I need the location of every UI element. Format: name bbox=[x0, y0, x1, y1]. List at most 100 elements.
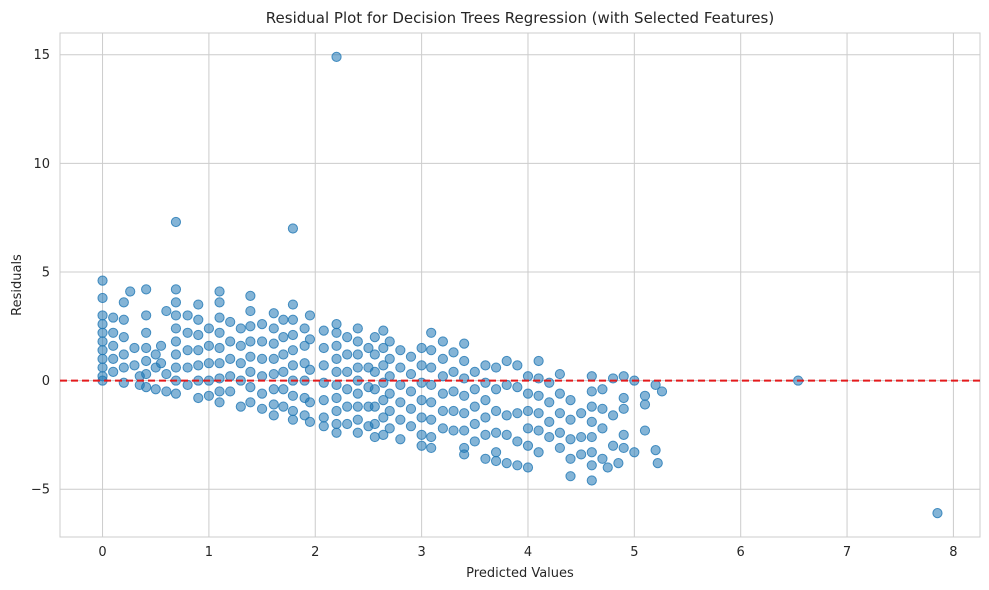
scatter-point bbox=[129, 342, 140, 354]
scatter-point bbox=[533, 390, 544, 401]
scatter-point bbox=[268, 399, 279, 410]
scatter-point bbox=[318, 342, 329, 354]
scatter-point bbox=[437, 388, 448, 399]
scatter-point bbox=[512, 360, 523, 371]
scatter-point bbox=[193, 345, 204, 356]
scatter-point bbox=[490, 455, 502, 467]
scatter-point bbox=[235, 358, 246, 369]
scatter-point bbox=[342, 384, 353, 395]
scatter-point bbox=[331, 51, 342, 62]
scatter-point bbox=[225, 336, 236, 347]
scatter-point bbox=[437, 405, 448, 417]
scatter-point bbox=[565, 395, 576, 406]
scatter-point bbox=[480, 412, 491, 423]
scatter-point bbox=[318, 421, 329, 432]
scatter-point bbox=[141, 342, 152, 354]
scatter-point bbox=[108, 327, 119, 338]
scatter-point bbox=[618, 403, 629, 414]
scatter-point bbox=[597, 384, 608, 395]
scatter-point bbox=[256, 319, 268, 330]
scatter-point bbox=[268, 308, 279, 319]
scatter-point bbox=[245, 336, 256, 347]
scatter-point bbox=[459, 408, 470, 419]
scatter-point bbox=[256, 388, 268, 399]
scatter-point bbox=[214, 312, 225, 323]
scatter-point bbox=[512, 460, 523, 471]
scatter-point bbox=[182, 327, 193, 338]
scatter-point bbox=[395, 379, 406, 391]
scatter-point bbox=[416, 377, 427, 388]
scatter-point bbox=[639, 399, 651, 410]
scatter-point bbox=[170, 362, 182, 373]
scatter-point bbox=[522, 440, 534, 451]
scatter-point bbox=[369, 401, 380, 412]
scatter-point bbox=[597, 423, 608, 434]
scatter-point bbox=[182, 379, 193, 391]
scatter-point bbox=[405, 403, 417, 414]
scatter-point bbox=[490, 405, 502, 417]
scatter-point bbox=[565, 434, 576, 445]
scatter-point bbox=[203, 390, 215, 401]
scatter-point bbox=[304, 334, 316, 345]
scatter-point bbox=[97, 362, 108, 373]
scatter-point bbox=[125, 286, 136, 297]
scatter-point bbox=[448, 386, 459, 397]
scatter-point bbox=[352, 414, 363, 425]
scatter-point bbox=[378, 412, 389, 423]
scatter-point bbox=[108, 312, 119, 323]
scatter-point bbox=[352, 401, 363, 412]
scatter-point bbox=[426, 397, 437, 408]
scatter-point bbox=[97, 319, 108, 330]
y-axis-label: Residuals bbox=[10, 254, 25, 316]
x-tick-label: 5 bbox=[630, 545, 638, 560]
scatter-point bbox=[214, 373, 225, 384]
y-tick-labels: −5 0 5 10 15 bbox=[31, 48, 50, 497]
chart-title: Residual Plot for Decision Trees Regress… bbox=[266, 9, 774, 27]
scatter-point bbox=[405, 386, 417, 397]
scatter-point bbox=[268, 384, 279, 395]
scatter-point bbox=[448, 425, 459, 436]
scatter-points bbox=[97, 51, 943, 519]
scatter-point bbox=[299, 358, 310, 369]
scatter-point bbox=[416, 360, 427, 371]
scatter-point bbox=[369, 332, 380, 343]
scatter-point bbox=[235, 401, 246, 412]
scatter-point bbox=[141, 284, 152, 295]
scatter-point bbox=[656, 386, 668, 397]
scatter-point bbox=[395, 434, 406, 445]
scatter-point bbox=[384, 388, 395, 399]
scatter-point bbox=[268, 323, 279, 334]
scatter-point bbox=[501, 410, 512, 421]
scatter-point bbox=[459, 425, 470, 436]
scatter-point bbox=[586, 431, 597, 443]
scatter-point bbox=[437, 371, 448, 382]
scatter-point bbox=[522, 423, 534, 434]
scatter-point bbox=[245, 397, 256, 408]
x-tick-label: 8 bbox=[949, 545, 957, 560]
scatter-point bbox=[214, 397, 225, 408]
scatter-point bbox=[490, 384, 502, 395]
scatter-point bbox=[170, 297, 182, 308]
scatter-point bbox=[544, 416, 555, 427]
scatter-point bbox=[533, 408, 544, 419]
scatter-point bbox=[97, 327, 108, 338]
scatter-point bbox=[618, 371, 629, 382]
scatter-point bbox=[318, 412, 329, 423]
scatter-point bbox=[225, 353, 236, 364]
scatter-point bbox=[170, 323, 182, 334]
scatter-point bbox=[155, 340, 167, 351]
scatter-point bbox=[193, 360, 204, 371]
scatter-point bbox=[576, 408, 587, 419]
scatter-point bbox=[278, 314, 289, 325]
scatter-point bbox=[369, 366, 380, 377]
x-tick-label: 3 bbox=[417, 545, 425, 560]
scatter-point bbox=[490, 427, 502, 438]
scatter-point bbox=[533, 355, 544, 367]
scatter-point bbox=[331, 353, 342, 364]
scatter-point bbox=[459, 355, 470, 367]
scatter-point bbox=[459, 338, 470, 349]
scatter-point bbox=[193, 392, 204, 404]
scatter-point bbox=[214, 327, 225, 338]
scatter-point bbox=[639, 390, 651, 401]
